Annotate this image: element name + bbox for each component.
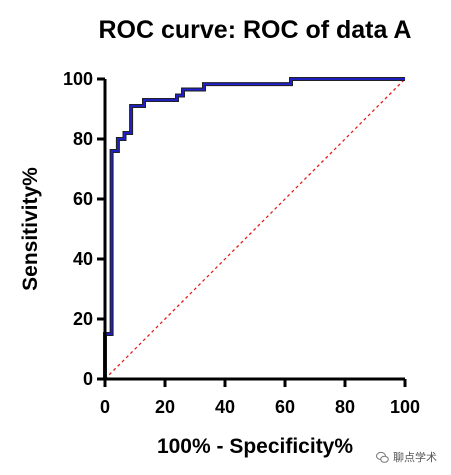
x-tick-label: 100 — [390, 397, 420, 417]
watermark: 聊点学术 — [376, 449, 437, 465]
y-axis-label: Sensitivity% — [19, 167, 42, 291]
y-tick-label: 60 — [73, 189, 93, 209]
x-tick-label: 80 — [335, 397, 355, 417]
y-tick-label: 20 — [73, 309, 93, 329]
wechat-icon — [376, 451, 389, 463]
y-tick-label: 100 — [63, 69, 93, 89]
y-tick-label: 80 — [73, 129, 93, 149]
chart-title: ROC curve: ROC of data A — [98, 16, 411, 44]
watermark-text: 聊点学术 — [393, 451, 437, 464]
reference-line — [104, 78, 406, 380]
roc-curve — [104, 78, 405, 379]
x-tick-label: 40 — [215, 397, 235, 417]
plot-area: 0 20 40 60 80 100 0 20 40 60 80 100 — [63, 69, 420, 417]
x-tick-label: 20 — [155, 397, 175, 417]
x-axis-label: 100% - Specificity% — [157, 435, 353, 458]
x-tick-label: 0 — [100, 397, 110, 417]
x-tick-label: 60 — [275, 397, 295, 417]
y-tick-label: 0 — [83, 369, 93, 389]
y-tick-label: 40 — [73, 249, 93, 269]
